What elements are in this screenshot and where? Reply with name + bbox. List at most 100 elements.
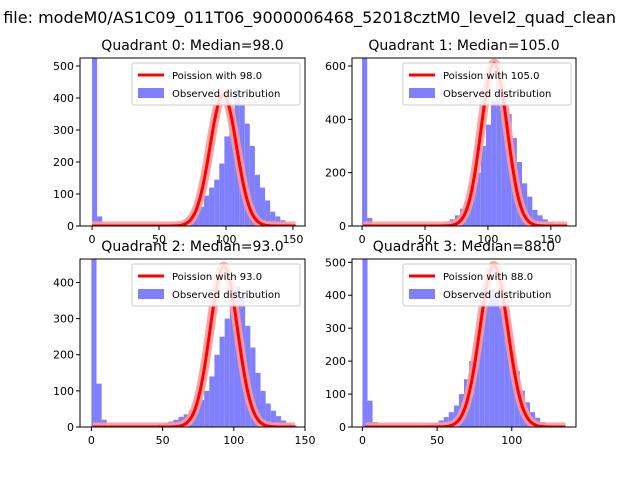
histogram-bar	[527, 196, 533, 226]
subplot-title: Quadrant 0: Median=98.0	[101, 38, 283, 54]
histogram-bar	[97, 216, 103, 226]
y-tick-label: 100	[53, 188, 74, 201]
subplot-title: Quadrant 1: Median=105.0	[368, 38, 559, 54]
histogram-bar	[229, 117, 235, 226]
histogram-bar	[260, 390, 266, 427]
plot-area	[361, 259, 570, 427]
legend: Poission with 93.0 Observed distribution	[131, 263, 301, 307]
y-tick-label: 100	[53, 385, 74, 398]
legend-label-observed: Observed distribution	[172, 290, 280, 301]
histogram-bar	[224, 136, 230, 226]
histogram-bar	[265, 403, 271, 427]
plot-area	[359, 58, 572, 226]
histogram-bar	[96, 383, 102, 427]
histogram-bar	[448, 412, 454, 427]
histogram-bar	[199, 399, 205, 427]
legend-label-observed: Observed distribution	[443, 290, 551, 301]
histogram-bar	[275, 416, 282, 427]
legend: Poission with 105.0 Observed distribution	[402, 62, 572, 106]
axes-frame	[79, 258, 306, 428]
histogram-bar	[249, 146, 255, 226]
histogram-bar	[214, 179, 220, 226]
histogram-bar	[204, 390, 210, 427]
histogram-bar	[480, 146, 486, 226]
histogram-bar	[209, 376, 215, 427]
histogram-bar	[475, 172, 481, 226]
legend-box	[402, 62, 572, 106]
subplot-quadrant-2: 0 50 100 150 0 100 200 300 400 Quadrant 2: Median…	[53, 239, 316, 447]
y-tick-label: 500	[53, 60, 74, 73]
x-tick-label: 50	[418, 233, 432, 246]
poisson-curve	[91, 264, 296, 427]
histogram-bar	[362, 58, 368, 226]
plot-area	[88, 259, 299, 427]
x-tick-label: 150	[282, 233, 303, 246]
legend-label-poisson: Poission with 98.0	[172, 71, 262, 82]
x-tick-label: 100	[477, 233, 498, 246]
y-tick-label: 200	[53, 349, 74, 362]
legend-box	[131, 263, 301, 307]
histogram-bar	[224, 318, 230, 427]
axes-frame	[79, 57, 306, 227]
legend-box	[131, 62, 301, 106]
y-tick-label: 400	[325, 289, 346, 302]
histogram-bar	[260, 187, 266, 226]
histogram-bar	[229, 300, 235, 427]
x-tick-label: 150	[540, 233, 561, 246]
legend: Poission with 98.0 Observed distribution	[131, 62, 301, 106]
legend-swatch-observed	[138, 88, 164, 98]
poisson-curve	[91, 93, 297, 226]
y-tick-label: 400	[53, 276, 74, 289]
histogram-bar	[532, 210, 538, 226]
axes-frame	[351, 258, 577, 428]
subplot-quadrant-0: 0 50 100 150 0 100 200 300 400 500 Quadrant 0: Med…	[53, 38, 306, 246]
histogram-bar	[537, 215, 543, 226]
x-tick-label: 100	[223, 434, 244, 447]
histogram-bar	[250, 347, 256, 427]
legend-swatch-observed	[138, 289, 164, 299]
poisson-curve	[364, 264, 567, 427]
histogram-bar	[198, 206, 205, 226]
y-tick-label: 600	[325, 60, 346, 73]
x-tick-label: 150	[295, 434, 316, 447]
histogram-bar	[204, 195, 210, 226]
legend-swatch-observed	[409, 88, 435, 98]
x-tick-label: 0	[89, 233, 96, 246]
y-tick-label: 300	[53, 124, 74, 137]
legend: Poission with 88.0 Observed distribution	[402, 263, 572, 307]
y-tick-label: 0	[67, 421, 74, 434]
histogram-bar	[91, 259, 97, 427]
y-tick-label: 300	[325, 322, 346, 335]
histogram-bar	[219, 163, 225, 226]
y-tick-label: 0	[339, 421, 346, 434]
suptitle-text: n file: modeM0/AS1C09_011T06_9000006468_…	[0, 8, 616, 27]
x-tick-label: 0	[88, 434, 95, 447]
histogram-bar	[255, 372, 261, 427]
y-tick-label: 200	[325, 355, 346, 368]
histogram-bar	[209, 187, 215, 226]
y-tick-label: 200	[53, 156, 74, 169]
y-tick-label: 0	[339, 220, 346, 233]
figure-suptitle: n file: modeM0/AS1C09_011T06_9000006468_…	[0, 8, 640, 27]
histogram-bar	[509, 351, 515, 427]
histogram-bar	[270, 410, 276, 427]
subplot-quadrant-1: 0 50 100 150 0 200 400 600 Quadrant 1: Median=10…	[325, 38, 577, 246]
legend-swatch-observed	[409, 289, 435, 299]
histogram-bar	[92, 58, 98, 226]
x-tick-label: 100	[501, 434, 522, 447]
histogram-bar	[244, 123, 250, 226]
x-tick-label: 50	[152, 233, 166, 246]
histogram-bar	[504, 328, 510, 427]
x-tick-label: 0	[359, 434, 366, 447]
histogram-bar	[470, 186, 476, 226]
legend-box	[402, 263, 572, 307]
y-tick-label: 300	[53, 313, 74, 326]
x-tick-label: 0	[359, 233, 366, 246]
subplot-quadrant-3: 0 50 100 0 100 200 300 400 500 Quadrant 3: Median…	[325, 239, 577, 447]
histogram-bar	[501, 98, 507, 226]
x-tick-label: 100	[215, 233, 236, 246]
axes-frame	[351, 57, 577, 227]
legend-label-observed: Observed distribution	[443, 89, 551, 100]
x-tick-label: 50	[430, 434, 444, 447]
